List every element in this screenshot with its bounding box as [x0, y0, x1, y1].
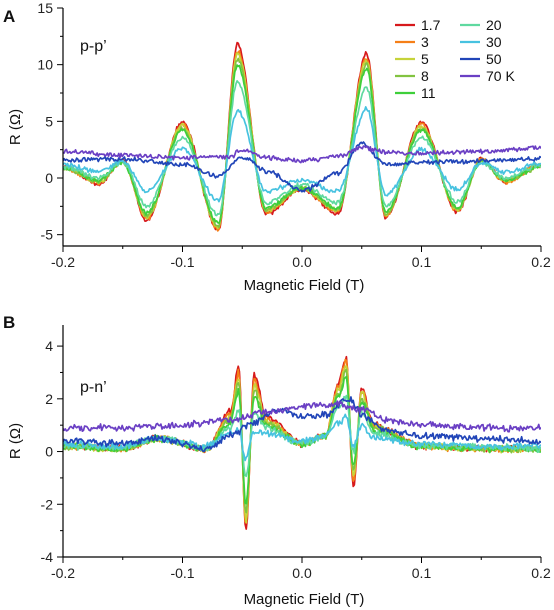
legend-label: 70 K: [486, 68, 515, 84]
x-tick-label: -0.2: [51, 254, 75, 270]
y-tick-label: 15: [37, 0, 53, 16]
legend-label: 50: [486, 51, 502, 67]
x-axis-label: Magnetic Field (T): [244, 591, 365, 608]
y-tick-label: 4: [45, 338, 53, 354]
panel-b-chart: Bp-n’ -0.2 -0.1 0.0 0.1 0.2 -4 -2 0 2 4 Magnetic Fi…: [3, 313, 551, 608]
y-tick-label: 0: [45, 444, 53, 460]
panel-annotation: p-n’: [80, 379, 107, 396]
series-line-30: [63, 413, 541, 462]
panel-letter: A: [3, 7, 15, 26]
legend-label: 5: [421, 51, 429, 67]
x-tick-label: 0.0: [292, 565, 312, 581]
x-tick-label: -0.1: [170, 254, 194, 270]
y-tick-label: -4: [41, 549, 54, 565]
y-tick-label: -2: [41, 496, 54, 512]
x-tick-label: -0.1: [170, 565, 194, 581]
series-line-3: [63, 50, 541, 232]
series-line-70K: [63, 400, 541, 433]
x-tick-label: 0.0: [292, 254, 312, 270]
series-line-8: [63, 57, 541, 229]
y-tick-label: 2: [45, 391, 53, 407]
series-line-30: [63, 106, 541, 203]
y-tick-label: 5: [45, 113, 53, 129]
series-line-5: [63, 52, 541, 230]
x-tick-label: -0.2: [51, 565, 75, 581]
series-line-50: [63, 396, 541, 453]
y-tick-label: -5: [41, 227, 54, 243]
x-axis-label: Magnetic Field (T): [244, 277, 365, 294]
legend-label: 30: [486, 34, 502, 50]
series-group: [63, 41, 541, 232]
panel-annotation: p-p’: [80, 38, 107, 55]
x-tick-label: 0.2: [531, 254, 551, 270]
series-line-11: [63, 64, 541, 224]
series-line-1p7: [63, 41, 541, 231]
x-tick-label: 0.1: [412, 254, 432, 270]
legend-label: 20: [486, 17, 502, 33]
y-tick-label: 10: [37, 57, 53, 73]
series-line-70K: [63, 145, 541, 164]
legend-label: 3: [421, 34, 429, 50]
y-axis-label: R (Ω): [7, 109, 24, 145]
axes: -0.2 -0.1 0.0 0.1 0.2 -5 0 5 10 15 Magnetic Field …: [7, 0, 551, 294]
legend-label: 8: [421, 68, 429, 84]
legend-label: 11: [421, 85, 436, 101]
legend-label: 1.7: [421, 17, 441, 33]
series-line-20: [63, 80, 541, 217]
y-tick-label: 0: [45, 170, 53, 186]
x-tick-label: 0.2: [531, 565, 551, 581]
series-line-50: [63, 141, 541, 193]
x-tick-label: 0.1: [412, 565, 432, 581]
series-group: [63, 355, 541, 530]
panel-letter: B: [3, 313, 15, 332]
axes: -0.2 -0.1 0.0 0.1 0.2 -4 -2 0 2 4 Magnetic Field (…: [7, 325, 551, 608]
y-axis-label: R (Ω): [7, 423, 24, 459]
panel-a-chart: Ap-p’ -0.2 -0.1 0.0 0.1 0.2 -5 0 5 10 15 Magnetic F…: [3, 0, 551, 294]
